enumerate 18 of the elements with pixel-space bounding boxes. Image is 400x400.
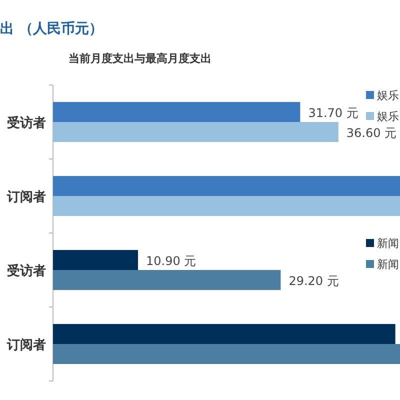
y-tick-label: 订阅者 xyxy=(6,338,46,353)
bar xyxy=(53,324,396,344)
y-tick-label: 订阅者 xyxy=(6,190,46,205)
bar xyxy=(53,344,400,364)
y-tick-label: 受访者 xyxy=(6,263,46,279)
legend-label: 娱乐 xyxy=(377,89,399,102)
legend-label: 新闻 xyxy=(377,237,399,250)
legend-label: 娱乐 xyxy=(377,110,399,123)
chart-subtitle: 当前月度支出与最高月度支出 xyxy=(68,52,212,65)
chart-title: 出 （人民币元） xyxy=(0,20,103,37)
data-label: 10.90 元 xyxy=(146,254,196,268)
y-tick-label: 受访者 xyxy=(6,115,46,131)
bar xyxy=(53,250,138,270)
legend-label: 新闻 xyxy=(377,258,399,271)
bar xyxy=(53,270,281,290)
data-label: 29.20 元 xyxy=(288,274,339,288)
data-label: 31.70 元 xyxy=(308,106,358,120)
data-label: 36.60 元 xyxy=(346,126,397,140)
